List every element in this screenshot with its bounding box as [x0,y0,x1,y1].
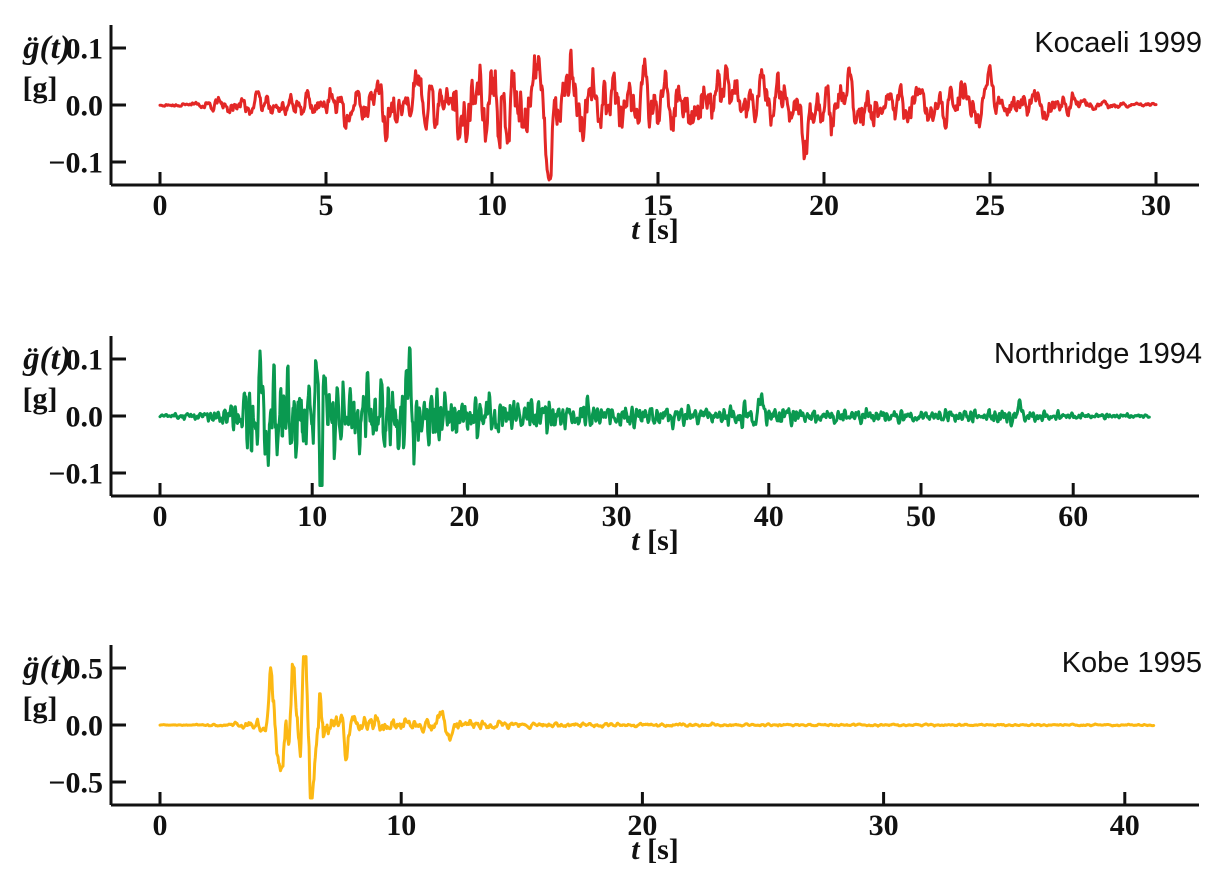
x-tick-label: 40 [1110,809,1140,842]
x-tick-label: 30 [1141,189,1171,222]
panel-title: Northridge 1994 [994,338,1202,370]
y-tick-label: −0.1 [48,458,103,491]
x-tick-label: 20 [809,189,839,222]
accelerogram-chart: 0 10 20 30 40 0.5 0.0 −0.5 g̈(t) [g] t [s] Kobe 199… [22,645,1202,866]
y-tick-label: −0.5 [48,767,103,800]
x-tick-label: 60 [1058,500,1088,533]
x-tick-label: 0 [153,500,168,533]
accelerogram-chart: 0 10 20 30 40 50 60 0.1 0.0 −0.1 g̈(t) [g] t [s] Nort… [22,336,1202,557]
x-tick-label: 10 [297,500,327,533]
x-tick-label: 10 [477,189,507,222]
x-tick-label: 15 [643,189,673,222]
y-tick-label: 0.0 [66,401,104,434]
x-tick-label: 0 [153,809,168,842]
y-axis-unit: [g] [23,382,58,415]
y-tick-label: 0.5 [66,653,104,686]
y-tick-label: 0.0 [66,90,104,123]
x-tick-label: 30 [602,500,632,533]
waveform-trace [158,48,1158,182]
x-axis-label: t [s] [631,833,679,866]
y-tick-label: 0.1 [66,344,104,377]
y-axis-label: g̈(t) [22,30,71,66]
panel-northridge: 0 10 20 30 40 50 60 0.1 0.0 −0.1 g̈(t) [g] t [s] Nort… [0,311,1214,567]
panel-kobe: 0 10 20 30 40 0.5 0.0 −0.5 g̈(t) [g] t [s] Kobe 199… [0,620,1214,874]
y-tick-label: −0.1 [48,147,103,180]
y-axis-unit: [g] [23,71,58,104]
x-tick-label: 25 [975,189,1005,222]
y-axis-unit: [g] [23,691,58,724]
x-axis-label: t [s] [631,213,679,246]
accelerogram-chart: 0 5 10 15 20 25 30 0.1 0.0 −0.1 g̈(t) [g] t [s] Kocae… [22,25,1202,246]
panel-title: Kobe 1995 [1062,647,1202,679]
panel-kocaeli: 0 5 10 15 20 25 30 0.1 0.0 −0.1 g̈(t) [g] t [s] Kocae… [0,0,1214,256]
waveform-trace [158,655,1156,800]
x-tick-label: 50 [906,500,936,533]
x-tick-label: 10 [386,809,416,842]
panel-title: Kocaeli 1999 [1034,27,1202,59]
x-tick-label: 20 [449,500,479,533]
x-tick-label: 20 [627,809,657,842]
y-tick-label: 0.0 [66,710,104,743]
y-tick-label: 0.1 [66,33,104,66]
x-tick-label: 30 [869,809,899,842]
waveform-trace [158,346,1151,487]
x-tick-label: 0 [153,189,168,222]
y-axis-label: g̈(t) [22,341,71,377]
x-tick-label: 5 [319,189,334,222]
y-axis-label: g̈(t) [22,650,71,686]
x-tick-label: 40 [754,500,784,533]
x-axis-label: t [s] [631,524,679,557]
